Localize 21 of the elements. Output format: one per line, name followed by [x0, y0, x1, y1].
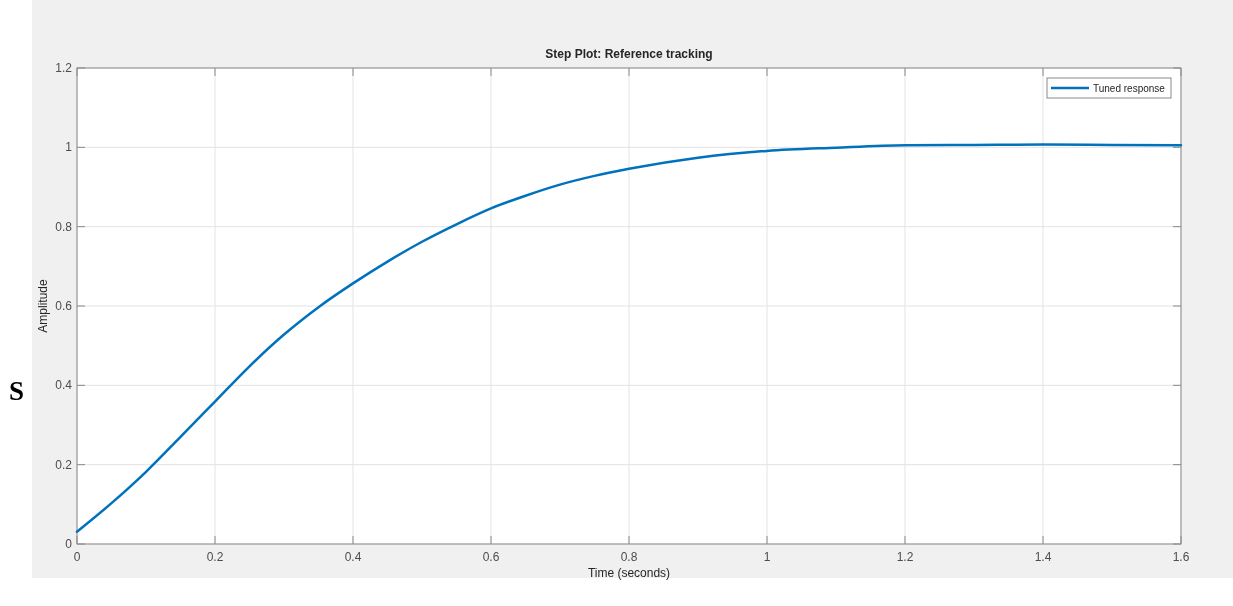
y-tick-label: 1	[65, 140, 73, 155]
y-tick-label: 0.4	[55, 378, 73, 393]
x-tick-label: 1.2	[896, 550, 914, 564]
line-series	[75, 143, 1183, 533]
x-tick-label: 0.2	[206, 550, 224, 564]
x-tick-label: 0.8	[620, 550, 638, 564]
x-tick-label: 1	[763, 550, 771, 564]
y-tick-label: 0	[65, 537, 73, 551]
y-tick-label: 1.2	[55, 61, 73, 75]
text: S	[9, 376, 25, 406]
x-tick-label: 0.6	[482, 550, 500, 564]
y-axis-title: Amplitude	[36, 279, 50, 333]
legend-label: Tuned response	[1093, 83, 1166, 94]
y-tick-label: 0.8	[55, 219, 73, 234]
x-tick-label: 1.4	[1034, 550, 1052, 564]
x-tick-label: 0.4	[344, 550, 362, 564]
x-tick-label: 1.6	[1172, 550, 1190, 564]
y-tick-label: 0.6	[55, 299, 73, 313]
y-tick-label: 0.2	[55, 457, 73, 472]
chart-title: Step Plot: Reference tracking	[545, 47, 713, 61]
x-axis-title: Time (seconds)	[587, 566, 671, 580]
